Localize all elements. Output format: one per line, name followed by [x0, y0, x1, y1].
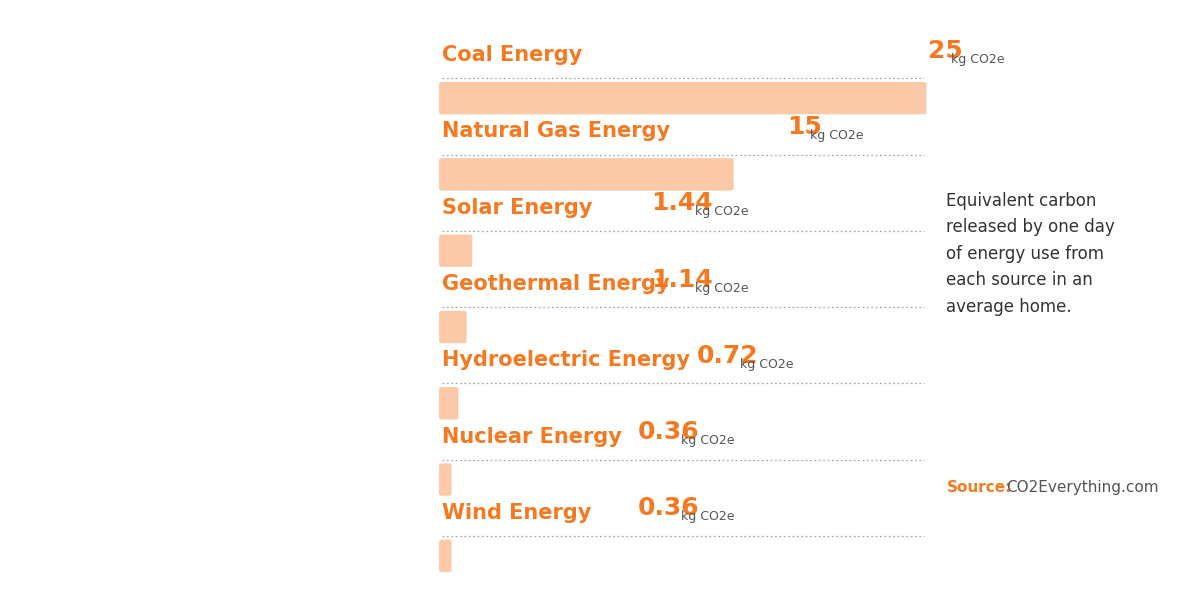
- Text: kg CO2e: kg CO2e: [951, 53, 1004, 66]
- Text: kg CO2e: kg CO2e: [681, 434, 735, 447]
- Text: Wind Energy: Wind Energy: [442, 503, 591, 523]
- Text: kg CO2e: kg CO2e: [694, 281, 748, 295]
- FancyBboxPatch shape: [440, 311, 466, 343]
- Text: kg CO2e: kg CO2e: [809, 129, 864, 142]
- FancyBboxPatch shape: [440, 158, 734, 191]
- FancyBboxPatch shape: [440, 539, 452, 572]
- Text: Geothermal Energy: Geothermal Energy: [442, 274, 669, 294]
- Text: Source:: Source:: [946, 480, 1011, 495]
- Text: Coal Energy: Coal Energy: [442, 45, 582, 65]
- FancyBboxPatch shape: [440, 235, 472, 267]
- FancyBboxPatch shape: [440, 82, 926, 115]
- Text: Hydroelectric Energy: Hydroelectric Energy: [442, 350, 689, 370]
- FancyBboxPatch shape: [440, 387, 459, 419]
- Text: Equivalent carbon
released by one day
of energy use from
each source in an
avera: Equivalent carbon released by one day of…: [946, 192, 1116, 316]
- Text: Natural Gas Energy: Natural Gas Energy: [442, 121, 670, 142]
- FancyBboxPatch shape: [440, 463, 452, 496]
- Text: CO2Everything.com: CO2Everything.com: [1006, 480, 1159, 495]
- Text: Energy &
Grid Power: Energy & Grid Power: [16, 254, 276, 346]
- Text: 1.14: 1.14: [651, 268, 712, 292]
- Text: kg CO2e: kg CO2e: [694, 205, 748, 218]
- Text: 0.36: 0.36: [638, 420, 699, 444]
- Text: 0.72: 0.72: [697, 344, 758, 368]
- Text: 1.44: 1.44: [651, 191, 712, 215]
- Text: kg CO2e: kg CO2e: [740, 358, 794, 371]
- Text: 0.36: 0.36: [638, 496, 699, 520]
- Text: 25: 25: [928, 39, 963, 63]
- Text: Nuclear Energy: Nuclear Energy: [442, 427, 622, 446]
- Text: 15: 15: [788, 115, 823, 139]
- Text: kg CO2e: kg CO2e: [681, 511, 735, 523]
- Text: Solar Energy: Solar Energy: [442, 198, 592, 218]
